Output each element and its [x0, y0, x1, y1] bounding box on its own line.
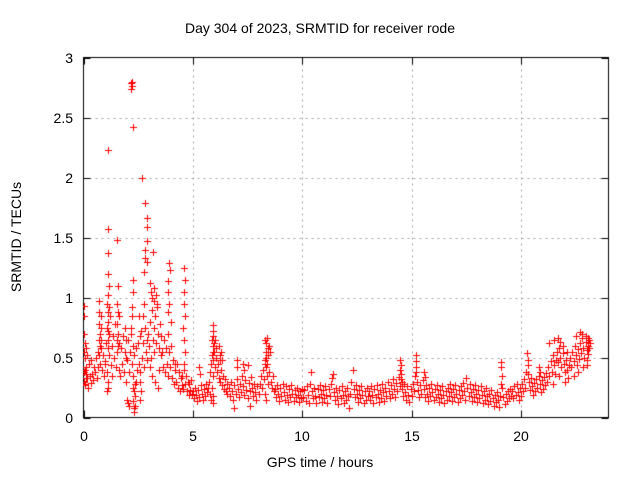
x-tick-label: 10 — [294, 428, 310, 444]
x-tick-label: 0 — [80, 428, 88, 444]
y-tick-label: 1.5 — [53, 230, 73, 246]
x-tick-label: 20 — [513, 428, 529, 444]
chart-title: Day 304 of 2023, SRMTID for receiver rod… — [184, 20, 455, 36]
y-tick-label: 2.5 — [53, 110, 73, 126]
y-tick-label: 1 — [65, 290, 73, 306]
y-tick-label: 0 — [65, 410, 73, 426]
x-tick-label: 5 — [189, 428, 197, 444]
x-axis-label: GPS time / hours — [266, 454, 374, 470]
x-tick-label: 15 — [404, 428, 420, 444]
y-tick-label: 0.5 — [53, 350, 73, 366]
y-tick-label: 3 — [65, 50, 73, 66]
y-tick-label: 2 — [65, 170, 73, 186]
